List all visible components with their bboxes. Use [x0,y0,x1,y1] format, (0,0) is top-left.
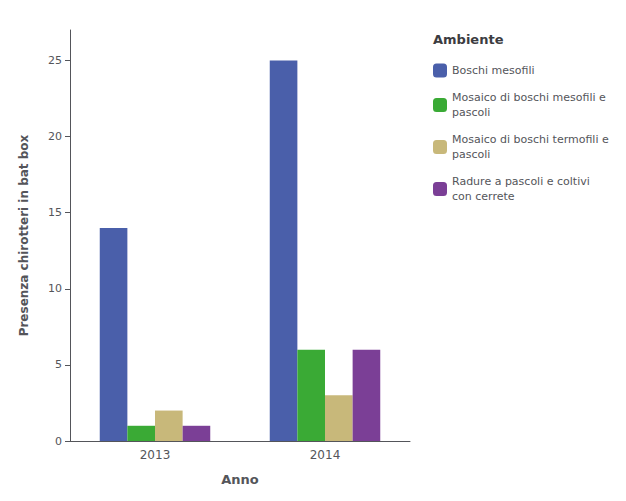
svg-text:Radure a pascoli e coltivi: Radure a pascoli e coltivi [452,175,590,188]
svg-text:Ambiente: Ambiente [433,32,504,47]
svg-text:5: 5 [55,358,62,371]
svg-text:Boschi mesofili: Boschi mesofili [452,64,535,77]
svg-text:Anno: Anno [221,472,259,487]
svg-text:0: 0 [55,435,62,448]
svg-text:pascoli: pascoli [452,106,490,119]
svg-text:Mosaico di boschi termofili e: Mosaico di boschi termofili e [452,133,609,146]
svg-text:Mosaico di boschi mesofili e: Mosaico di boschi mesofili e [452,91,606,104]
svg-text:20: 20 [48,130,62,143]
svg-text:2013: 2013 [140,448,171,462]
svg-text:Presenza chirotteri in bat box: Presenza chirotteri in bat box [17,134,31,336]
svg-text:con cerrete: con cerrete [452,190,515,203]
svg-text:2014: 2014 [310,448,341,462]
svg-text:25: 25 [48,54,62,67]
svg-text:10: 10 [48,282,62,295]
svg-text:15: 15 [48,206,62,219]
svg-text:pascoli: pascoli [452,148,490,161]
